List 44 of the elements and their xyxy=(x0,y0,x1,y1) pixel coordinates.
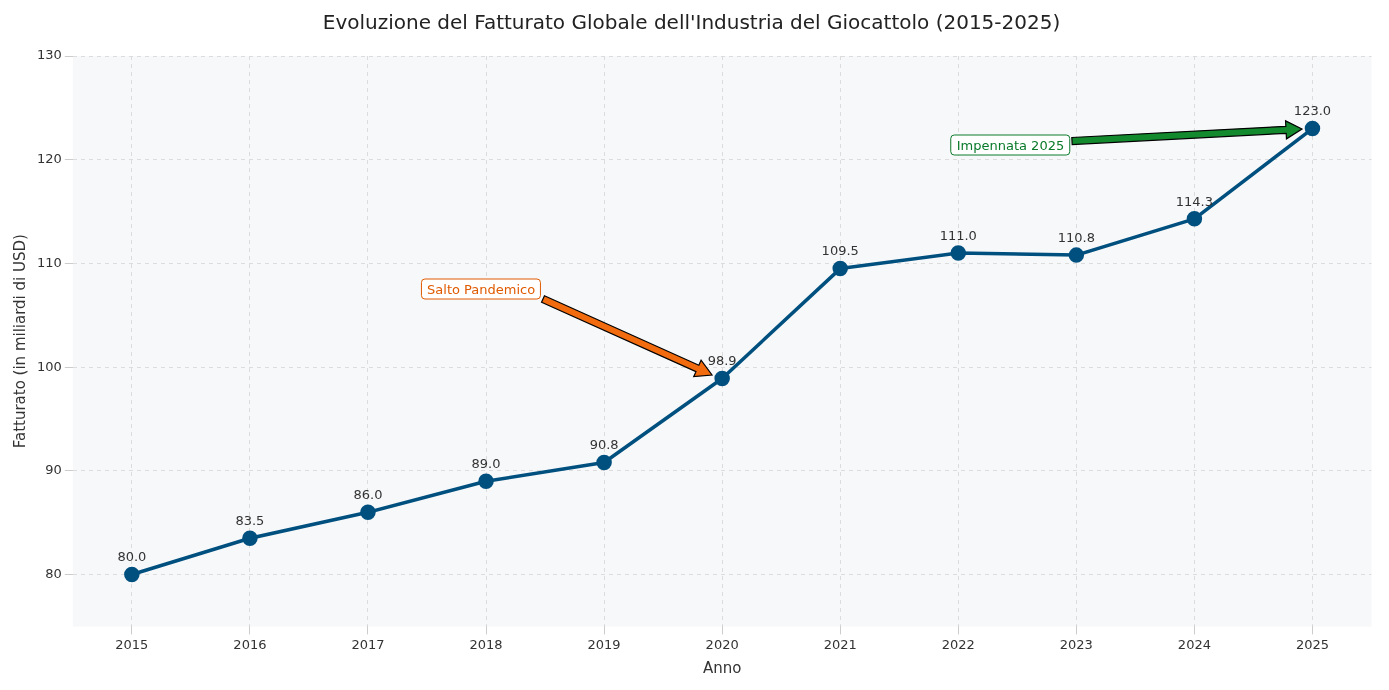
point xyxy=(596,454,612,471)
point xyxy=(360,504,376,521)
x-tick-label: 2022 xyxy=(941,636,975,652)
data-label: 80.0 xyxy=(117,549,147,565)
y-tick-label: 100 xyxy=(36,358,62,374)
y-tick-label: 120 xyxy=(36,151,62,167)
x-axis-title: Anno xyxy=(702,658,742,677)
y-tick-label: 90 xyxy=(45,462,62,478)
x-tick-label: 2018 xyxy=(469,636,503,652)
point xyxy=(1068,247,1085,263)
x-tick-label: 2024 xyxy=(1177,636,1211,652)
y-tick-label: 130 xyxy=(36,47,62,63)
data-label: 110.8 xyxy=(1057,230,1095,245)
point xyxy=(1304,120,1321,137)
x-tick-label: 2023 xyxy=(1059,636,1093,652)
y-axis-title: Fatturato (in miliardi di USD) xyxy=(10,234,29,449)
data-label: 114.3 xyxy=(1175,193,1214,209)
x-tick-label: 2016 xyxy=(233,636,267,652)
point xyxy=(950,245,967,261)
point xyxy=(124,566,140,583)
annotation: Salto Pandemico xyxy=(421,278,542,300)
y-tick-label: 80 xyxy=(45,565,62,581)
x-tick-label: 2017 xyxy=(351,636,385,652)
chart-title: Evoluzione del Fatturato Globale dell'Industria del Giocattolo (2015-2025) xyxy=(322,10,1061,35)
data-label: 109.5 xyxy=(821,243,859,259)
point xyxy=(242,530,258,546)
y-tick-label: 110 xyxy=(36,254,62,270)
point xyxy=(478,473,494,489)
annotation: Impennata 2025 xyxy=(950,134,1071,156)
x-tick-label: 2020 xyxy=(705,636,739,652)
point xyxy=(714,370,730,387)
x-tick-label: 2021 xyxy=(823,636,857,652)
x-tick-label: 2019 xyxy=(587,636,621,652)
data-label: 89.0 xyxy=(471,456,501,472)
x-tick-label: 2015 xyxy=(115,636,149,652)
data-label: 111.0 xyxy=(939,227,977,243)
data-label: 90.8 xyxy=(589,437,619,453)
data-label: 83.5 xyxy=(235,513,265,529)
data-label: 86.0 xyxy=(353,487,383,503)
point xyxy=(1186,211,1203,227)
x-tick-label: 2025 xyxy=(1295,636,1330,652)
point xyxy=(832,260,848,277)
data-label: 98.9 xyxy=(707,353,737,369)
data-label: 123.0 xyxy=(1293,103,1332,119)
